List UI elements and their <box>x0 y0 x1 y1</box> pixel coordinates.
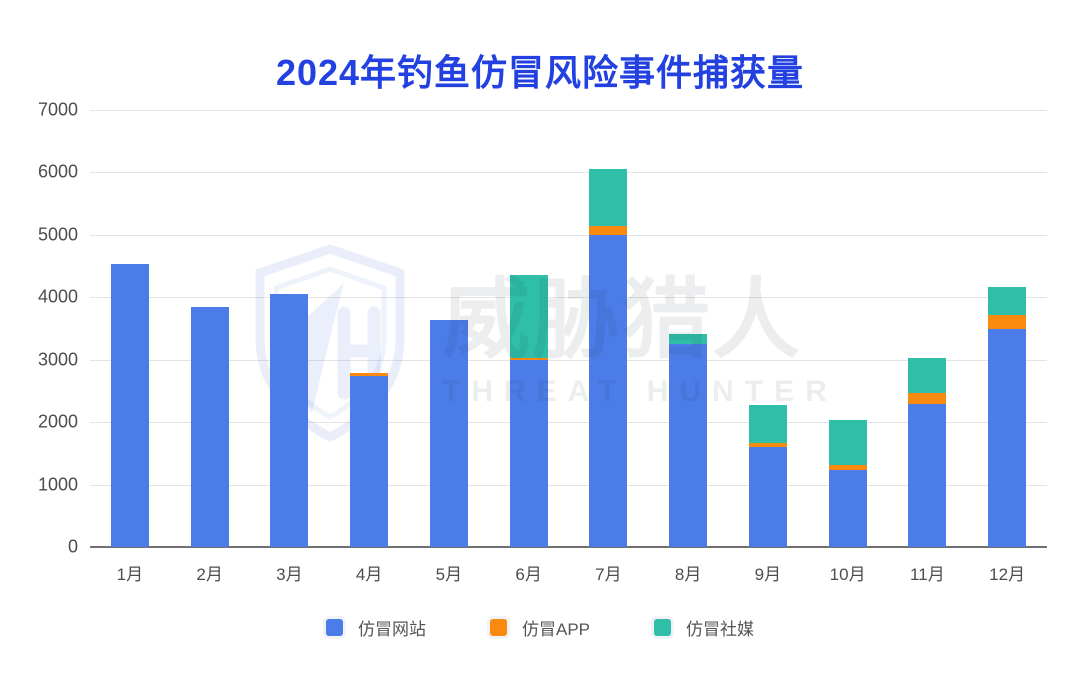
plot-area <box>90 110 1047 548</box>
bar-segment-app-6月 <box>509 358 548 360</box>
y-axis-tick-label: 6000 <box>37 161 78 182</box>
stacked-bar-10月 <box>828 110 867 547</box>
bar-series <box>90 110 1047 547</box>
legend-label-social: 仿冒社媒 <box>686 619 755 639</box>
bar-slot-8月 <box>648 110 728 547</box>
gridline-7000 <box>90 110 1047 111</box>
legend-swatch-web <box>325 618 343 636</box>
chart-legend: 仿冒网站 仿冒APP 仿冒社媒 <box>0 611 1080 643</box>
bar-segment-social-11月 <box>908 358 947 394</box>
bar-slot-3月 <box>250 110 330 547</box>
bar-segment-app-10月 <box>828 465 867 471</box>
bar-segment-web-8月 <box>669 344 708 547</box>
x-axis-line <box>90 546 1047 548</box>
stacked-bar-2月 <box>190 110 229 547</box>
x-axis-label-8月: 8月 <box>674 565 702 584</box>
chart-title: 2024年钓鱼仿冒风险事件捕获量 <box>275 52 805 93</box>
bar-slot-6月 <box>489 110 569 547</box>
legend-item-web: 仿冒网站 <box>325 615 426 640</box>
bar-segment-social-8月 <box>669 333 708 345</box>
bar-slot-5月 <box>409 110 489 547</box>
bar-segment-web-1月 <box>110 264 149 547</box>
bar-segment-social-9月 <box>748 404 787 443</box>
y-axis-tick-label: 4000 <box>37 286 78 307</box>
y-axis-tick-label: 0 <box>67 536 78 557</box>
x-axis-label-2月: 2月 <box>196 565 223 584</box>
bar-slot-12月 <box>967 110 1047 547</box>
bar-segment-app-4月 <box>350 372 389 376</box>
y-axis-tick-label: 5000 <box>37 224 78 245</box>
gridline-3000 <box>90 359 1047 361</box>
x-axis-label-5月: 5月 <box>435 565 463 584</box>
gridline-1000 <box>90 484 1047 486</box>
bar-slot-10月 <box>808 110 888 547</box>
stacked-bar-4月 <box>350 110 389 547</box>
stacked-bar-6月 <box>509 110 548 547</box>
bar-segment-social-10月 <box>828 420 867 466</box>
gridline-6000 <box>90 172 1047 174</box>
legend-swatch-social <box>654 618 672 636</box>
legend-label-web: 仿冒网站 <box>357 619 426 639</box>
bar-slot-1月 <box>90 110 170 547</box>
stacked-bar-8月 <box>669 110 708 547</box>
bar-segment-web-12月 <box>988 328 1027 547</box>
gridline-5000 <box>90 234 1047 236</box>
x-axis: 1月 2月 3月 4月 5月 6月 7月 8月 9月 10月 11月 12月 <box>90 560 1047 585</box>
threat-hunter-shield-logo <box>255 244 405 443</box>
stacked-bar-12月 <box>988 110 1027 547</box>
bar-segment-app-7月 <box>589 225 628 235</box>
bar-slot-4月 <box>329 110 409 547</box>
stacked-bar-5月 <box>429 110 468 547</box>
y-axis-tick-label: 2000 <box>37 411 78 432</box>
bar-segment-web-10月 <box>828 470 867 547</box>
legend-item-app: 仿冒APP <box>489 615 591 640</box>
stacked-bar-7月 <box>589 110 628 547</box>
bar-slot-9月 <box>728 110 808 547</box>
x-axis-label-3月: 3月 <box>276 565 303 584</box>
bar-segment-web-9月 <box>748 447 787 547</box>
bar-segment-social-7月 <box>589 169 628 226</box>
bar-segment-web-4月 <box>350 375 389 547</box>
x-axis-label-4月: 4月 <box>355 565 383 584</box>
legend-label-app: 仿冒APP <box>521 619 591 639</box>
bar-slot-11月 <box>888 110 968 547</box>
legend-item-social: 仿冒社媒 <box>654 615 754 640</box>
stacked-bar-11月 <box>908 110 947 547</box>
y-axis-tick-label: 3000 <box>37 349 78 370</box>
bar-segment-web-7月 <box>589 234 628 547</box>
stacked-bar-3月 <box>270 110 309 547</box>
y-axis-tick-label: 1000 <box>37 474 78 495</box>
bar-segment-app-9月 <box>748 442 787 448</box>
x-axis-label-9月: 9月 <box>754 565 782 584</box>
bar-segment-social-6月 <box>509 275 548 359</box>
gridline-4000 <box>90 297 1047 299</box>
bar-segment-web-3月 <box>270 294 309 547</box>
x-axis-label-1月: 1月 <box>116 565 144 584</box>
bar-segment-web-11月 <box>908 404 947 547</box>
y-axis: 7000 6000 5000 4000 3000 2000 1000 0 <box>0 100 78 557</box>
x-axis-label-7月: 7月 <box>595 565 622 584</box>
bar-segment-web-6月 <box>509 359 548 547</box>
x-axis-label-10月: 10月 <box>829 565 866 584</box>
bar-segment-web-5月 <box>429 319 468 547</box>
bar-segment-app-11月 <box>908 393 947 405</box>
stacked-bar-1月 <box>110 110 149 547</box>
bar-slot-2月 <box>170 110 250 547</box>
x-axis-label-11月: 11月 <box>910 565 945 584</box>
bar-segment-social-12月 <box>988 287 1027 315</box>
gridline-2000 <box>90 422 1047 424</box>
x-axis-label-12月: 12月 <box>989 565 1026 584</box>
bar-slot-7月 <box>569 110 649 547</box>
stacked-bar-9月 <box>748 110 787 547</box>
bar-segment-app-12月 <box>988 314 1027 329</box>
legend-swatch-app <box>489 618 507 636</box>
bar-segment-web-2月 <box>190 307 229 547</box>
y-axis-tick-label: 7000 <box>37 99 78 120</box>
x-axis-label-6月: 6月 <box>515 565 542 584</box>
